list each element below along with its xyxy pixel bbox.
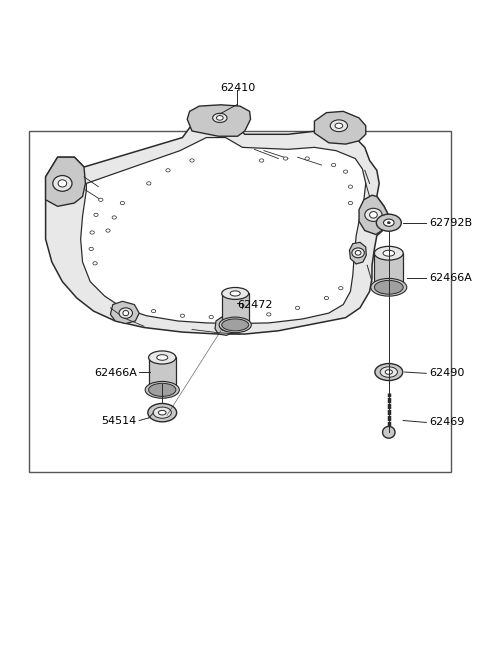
Ellipse shape: [158, 410, 166, 415]
Text: 62490: 62490: [430, 368, 465, 379]
Ellipse shape: [330, 120, 348, 132]
Ellipse shape: [119, 308, 132, 318]
Ellipse shape: [120, 202, 125, 204]
Ellipse shape: [223, 324, 228, 329]
Text: 62469: 62469: [430, 417, 465, 428]
Ellipse shape: [99, 198, 103, 202]
Ellipse shape: [53, 176, 72, 191]
Ellipse shape: [93, 262, 97, 265]
Ellipse shape: [348, 202, 352, 204]
Ellipse shape: [331, 164, 336, 166]
Ellipse shape: [365, 208, 382, 221]
Ellipse shape: [374, 280, 403, 294]
Ellipse shape: [145, 381, 180, 398]
Ellipse shape: [90, 231, 94, 234]
Ellipse shape: [106, 229, 110, 233]
Polygon shape: [215, 317, 235, 335]
Ellipse shape: [166, 168, 170, 172]
Ellipse shape: [295, 306, 300, 309]
Ellipse shape: [219, 317, 252, 333]
Ellipse shape: [267, 313, 271, 316]
Ellipse shape: [387, 221, 390, 224]
Polygon shape: [46, 121, 389, 334]
Ellipse shape: [338, 287, 343, 290]
Ellipse shape: [238, 315, 242, 318]
Ellipse shape: [149, 383, 176, 396]
Ellipse shape: [222, 319, 249, 331]
Ellipse shape: [376, 214, 401, 231]
Text: 62466A: 62466A: [430, 273, 472, 284]
Ellipse shape: [283, 157, 288, 160]
Ellipse shape: [152, 310, 156, 313]
Bar: [29, 131, 451, 472]
Ellipse shape: [216, 115, 223, 121]
Ellipse shape: [153, 407, 171, 419]
Ellipse shape: [324, 296, 329, 299]
Ellipse shape: [147, 182, 151, 185]
Polygon shape: [81, 138, 366, 324]
Polygon shape: [359, 195, 390, 234]
Ellipse shape: [305, 157, 310, 160]
Ellipse shape: [222, 288, 249, 299]
Ellipse shape: [230, 291, 240, 296]
Polygon shape: [187, 105, 251, 136]
Ellipse shape: [385, 369, 393, 375]
Ellipse shape: [213, 113, 227, 122]
Text: 62410: 62410: [220, 83, 255, 94]
Ellipse shape: [384, 219, 394, 227]
Ellipse shape: [371, 278, 407, 296]
Bar: [374, 253, 403, 288]
Text: 54514: 54514: [102, 415, 137, 426]
Ellipse shape: [352, 248, 364, 258]
Bar: [149, 358, 176, 390]
Ellipse shape: [220, 322, 231, 331]
Polygon shape: [46, 157, 85, 206]
Ellipse shape: [348, 185, 352, 189]
Bar: [222, 293, 249, 325]
Polygon shape: [314, 111, 366, 144]
Ellipse shape: [343, 170, 348, 173]
Ellipse shape: [148, 403, 177, 422]
Ellipse shape: [383, 426, 395, 438]
Ellipse shape: [355, 250, 361, 255]
Polygon shape: [110, 301, 139, 324]
Ellipse shape: [58, 180, 67, 187]
Ellipse shape: [94, 213, 98, 216]
Ellipse shape: [374, 246, 403, 260]
Ellipse shape: [383, 250, 395, 256]
Text: 62472: 62472: [238, 299, 273, 310]
Polygon shape: [349, 242, 366, 264]
Ellipse shape: [370, 212, 377, 218]
Ellipse shape: [123, 310, 129, 316]
Ellipse shape: [259, 159, 264, 162]
Text: 62792B: 62792B: [430, 217, 473, 228]
Ellipse shape: [157, 354, 168, 360]
Ellipse shape: [375, 364, 403, 381]
Ellipse shape: [149, 351, 176, 364]
Ellipse shape: [380, 367, 397, 377]
Ellipse shape: [112, 216, 116, 219]
Ellipse shape: [190, 159, 194, 162]
Ellipse shape: [89, 247, 93, 250]
Text: 62466A: 62466A: [94, 368, 137, 379]
Ellipse shape: [180, 314, 184, 317]
Ellipse shape: [209, 316, 213, 319]
Ellipse shape: [335, 123, 343, 128]
